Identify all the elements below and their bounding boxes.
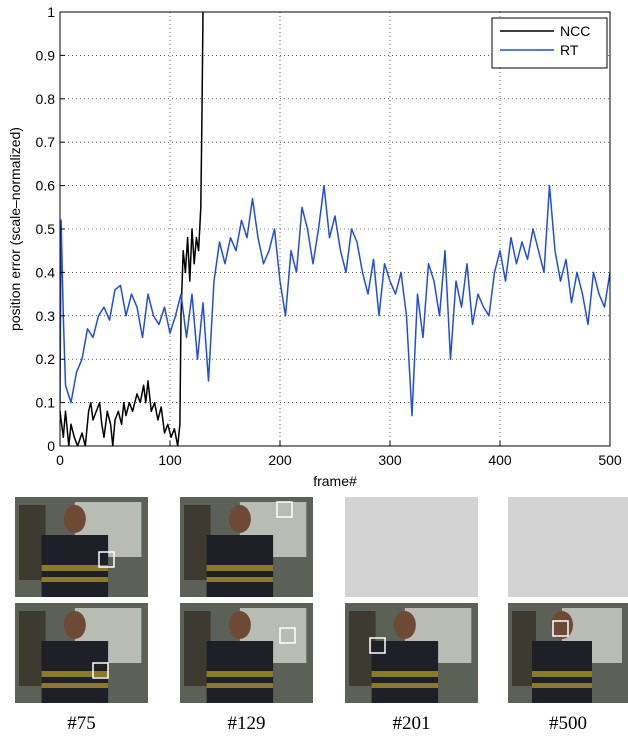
frame-door xyxy=(19,505,46,580)
frame-door xyxy=(184,505,211,580)
frame-stripe xyxy=(206,671,274,677)
frame-caption: #75 xyxy=(67,713,96,734)
frame-stripe xyxy=(41,565,109,571)
tracking-box xyxy=(276,501,293,518)
x-axis-label: frame# xyxy=(313,473,357,489)
frame-caption: #500 xyxy=(549,713,587,734)
x-tick-label: 200 xyxy=(268,452,292,468)
frame-head xyxy=(228,611,251,639)
frame-head xyxy=(551,611,573,639)
y-tick-label: 0.2 xyxy=(36,351,56,367)
tracking-box xyxy=(552,620,569,637)
empty-frame xyxy=(345,497,478,597)
x-tick-label: 0 xyxy=(56,452,64,468)
series-line xyxy=(60,12,204,446)
x-tick-label: 500 xyxy=(598,452,622,468)
frame-stripe xyxy=(371,683,439,688)
y-tick-label: 0.6 xyxy=(36,178,56,194)
legend-label: RT xyxy=(560,42,579,58)
y-tick-label: 0.4 xyxy=(36,264,56,280)
frame-caption: #201 xyxy=(393,713,431,734)
lines xyxy=(60,12,610,446)
frame-caption: #129 xyxy=(228,713,266,734)
y-axis-label: position error (scale–normalized) xyxy=(7,127,23,331)
tracking-box xyxy=(279,627,296,644)
tracking-box xyxy=(369,637,386,654)
frame-stripe xyxy=(206,683,274,688)
frame-head xyxy=(393,611,416,639)
x-tick-label: 400 xyxy=(488,452,512,468)
frame-head xyxy=(228,505,251,533)
tracking-box xyxy=(98,551,115,568)
legend-box xyxy=(491,17,608,69)
frame-stripe xyxy=(532,683,592,688)
legend-label: NCC xyxy=(560,23,590,39)
y-tick-label: 0.9 xyxy=(36,47,56,63)
empty-frame xyxy=(508,497,628,597)
frame-stripe xyxy=(371,671,439,677)
frame-stripe xyxy=(41,577,109,582)
frame-stripe xyxy=(206,565,274,571)
frame-stripe xyxy=(41,671,109,677)
frame-door xyxy=(19,611,46,686)
y-tick-label: 1 xyxy=(47,4,55,20)
y-tick-label: 0 xyxy=(47,438,55,454)
series-line xyxy=(60,184,610,417)
frame-door xyxy=(184,611,211,686)
y-tick-label: 0.7 xyxy=(36,134,56,150)
plot-area xyxy=(60,12,610,446)
y-tick-label: 0.8 xyxy=(36,91,56,107)
tracking-box xyxy=(92,662,109,679)
x-tick-label: 100 xyxy=(158,452,182,468)
x-tick-label: 300 xyxy=(378,452,402,468)
frame-head xyxy=(63,505,86,533)
frame-head xyxy=(63,611,86,639)
ticks: 0 0.1 0.2 0.3 0.4 0.5 0.6 0.7 0.8 0.9 1 0 100 200 300 4… xyxy=(36,4,622,468)
y-tick-label: 0.5 xyxy=(36,221,56,237)
legend: NCC RT xyxy=(491,17,608,69)
y-tick-label: 0.3 xyxy=(36,308,56,324)
frame-door xyxy=(349,611,376,686)
frame-stripe xyxy=(41,683,109,688)
frame-stripe xyxy=(206,577,274,582)
frame-stripe xyxy=(532,671,592,677)
y-tick-label: 0.1 xyxy=(36,395,56,411)
thumbnails: #75 #129 #201 #500 xyxy=(15,497,628,734)
